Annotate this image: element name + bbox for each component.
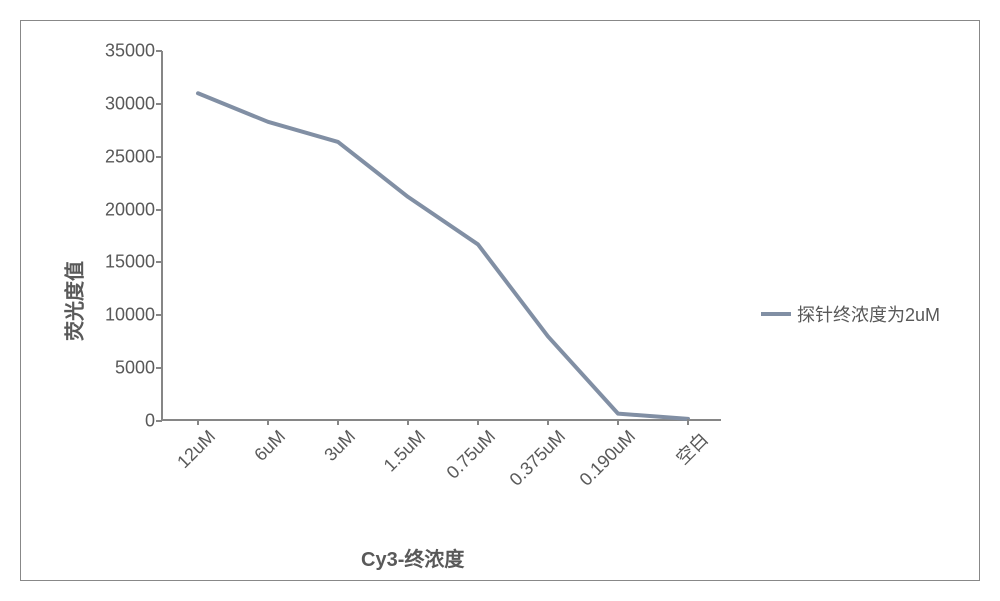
plot-area: 0500010000150002000025000300003500012uM6… [161,51,721,421]
y-tick-mark [156,367,162,369]
chart-container: 荧光度值 Cy3-终浓度 050001000015000200002500030… [20,20,980,581]
x-tick-label: 1.5uM [373,419,430,476]
y-tick-label: 20000 [105,199,163,220]
y-tick-label: 25000 [105,146,163,167]
x-tick-mark [197,419,199,425]
x-tick-mark [337,419,339,425]
y-tick-mark [156,420,162,422]
y-tick-mark [156,156,162,158]
y-tick-mark [156,50,162,52]
x-tick-mark [547,419,549,425]
y-axis-title: 荧光度值 [59,261,88,341]
x-axis-title: Cy3-终浓度 [361,543,464,572]
x-tick-label: 0.190uM [568,419,639,490]
x-tick-label: 空白 [663,419,714,470]
y-tick-label: 35000 [105,41,163,62]
line-series [163,51,723,421]
x-tick-mark [407,419,409,425]
x-tick-mark [267,419,269,425]
x-tick-mark [687,419,689,425]
legend: 探针终浓度为2uM [761,301,940,327]
x-tick-label: 3uM [313,419,360,466]
y-tick-label: 15000 [105,252,163,273]
y-tick-label: 10000 [105,305,163,326]
x-tick-label: 0.375uM [498,419,569,490]
y-tick-mark [156,314,162,316]
y-tick-label: 30000 [105,93,163,114]
x-tick-mark [617,419,619,425]
y-tick-mark [156,261,162,263]
legend-label: 探针终浓度为2uM [797,301,940,327]
x-tick-mark [477,419,479,425]
legend-swatch [761,312,791,316]
y-tick-mark [156,209,162,211]
x-tick-label: 6uM [243,419,290,466]
x-tick-label: 0.75uM [436,419,500,483]
x-tick-label: 12uM [166,419,220,473]
y-tick-mark [156,103,162,105]
